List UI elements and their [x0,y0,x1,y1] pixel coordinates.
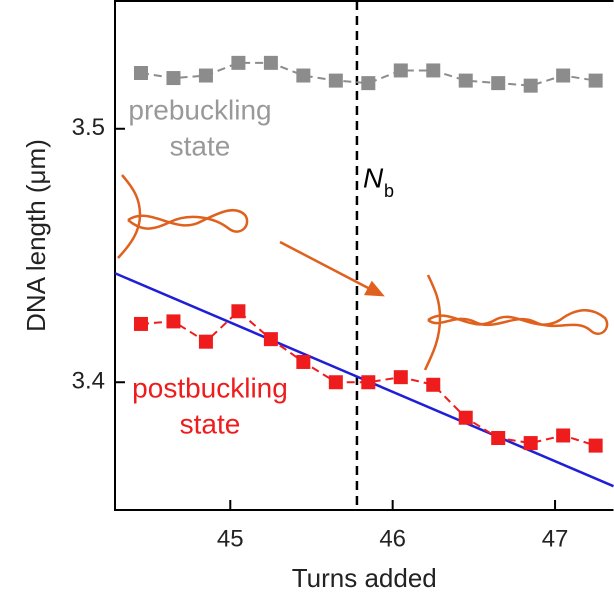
marker [166,71,181,86]
dna-loop-right [423,274,609,371]
marker [328,375,343,390]
marker [166,314,181,329]
marker [556,68,571,83]
y-tick-label: 3.5 [72,114,105,141]
marker [231,304,246,319]
marker [393,370,408,385]
marker [556,428,571,443]
annotation: state [170,130,231,161]
arrow-head [363,280,385,297]
dna-illustrations [117,174,609,371]
marker [296,354,311,369]
marker [491,76,506,91]
dna-loop-left [117,174,249,259]
marker [198,68,213,83]
annotation: postbuckling [132,372,288,403]
marker [263,332,278,347]
marker [491,431,506,446]
marker [328,73,343,88]
annotation: state [180,408,241,439]
marker [361,375,376,390]
y-axis-label: DNA length (μm) [21,139,51,332]
marker [458,73,473,88]
x-tick-label: 47 [542,525,569,552]
axis-frame [114,0,614,511]
marker [588,438,603,453]
arrow [279,240,373,292]
marker [523,436,538,451]
marker [133,65,148,80]
x-tick-label: 45 [217,525,244,552]
marker [133,316,148,331]
marker [361,76,376,91]
marker [426,377,441,392]
marker [198,334,213,349]
x-axis-label: Turns added [292,563,437,593]
annotation: prebuckling [128,94,271,125]
marker [263,55,278,70]
marker [588,73,603,88]
marker [523,78,538,93]
series-line [140,309,596,447]
threshold-subscript: b [384,181,394,201]
marker [231,55,246,70]
marker [393,63,408,78]
marker [426,63,441,78]
y-tick-label: 3.4 [72,368,105,395]
marker [458,410,473,425]
marker [296,68,311,83]
x-tick-label: 46 [379,525,406,552]
threshold-label: N [363,162,384,193]
